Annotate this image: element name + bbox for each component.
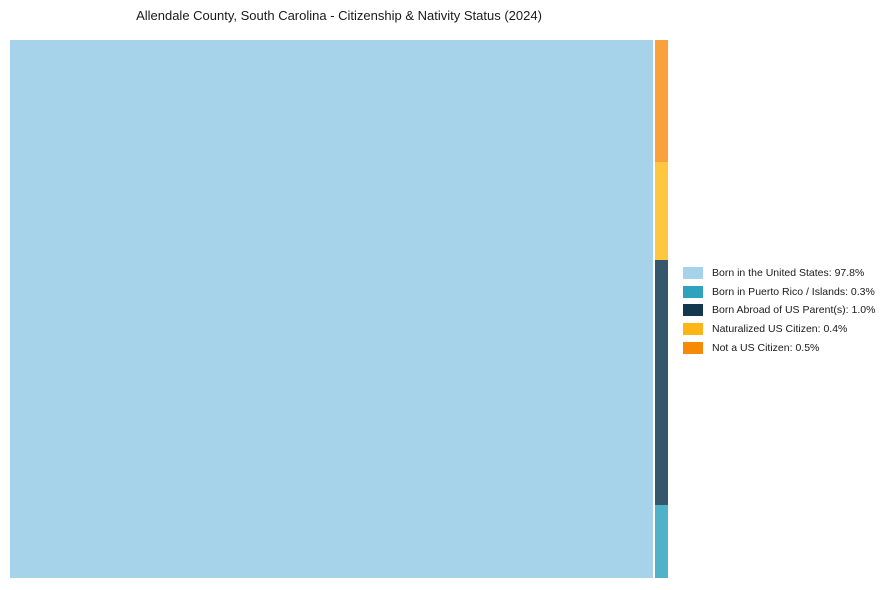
chart-title: Allendale County, South Carolina - Citiz…	[136, 8, 542, 23]
legend-item-naturalized-us-citizen[interactable]: Naturalized US Citizen: 0.4%	[683, 323, 875, 336]
legend-label: Born in the United States: 97.8%	[712, 267, 865, 280]
legend-item-not-a-us-citizen[interactable]: Not a US Citizen: 0.5%	[683, 341, 875, 354]
legend-label: Not a US Citizen: 0.5%	[712, 341, 820, 354]
treemap-strip	[655, 40, 668, 578]
legend: Born in the United States: 97.8% Born in …	[683, 267, 875, 354]
treemap-tile-born-in-the-united-states[interactable]	[10, 40, 653, 578]
legend-swatch	[683, 341, 703, 354]
legend-item-born-abroad-of-us-parent-s[interactable]: Born Abroad of US Parent(s): 1.0%	[683, 304, 875, 317]
legend-item-born-in-the-united-states[interactable]: Born in the United States: 97.8%	[683, 267, 875, 280]
treemap-tile-born-abroad-of-us-parent-s[interactable]	[655, 260, 668, 505]
plot-area	[10, 40, 668, 578]
treemap-tile-born-in-puerto-rico-islands[interactable]	[655, 504, 668, 578]
legend-label: Naturalized US Citizen: 0.4%	[712, 323, 848, 336]
legend-label: Born Abroad of US Parent(s): 1.0%	[712, 304, 876, 317]
legend-swatch	[683, 323, 703, 336]
legend-item-born-in-puerto-rico-islands[interactable]: Born in Puerto Rico / Islands: 0.3%	[683, 285, 875, 299]
legend-swatch	[683, 267, 703, 280]
legend-swatch	[683, 285, 703, 298]
treemap-tile-not-a-us-citizen[interactable]	[655, 40, 668, 163]
legend-swatch	[683, 304, 703, 317]
legend-label: Born in Puerto Rico / Islands: 0.3%	[712, 285, 875, 298]
treemap-tile-naturalized-us-citizen[interactable]	[655, 162, 668, 261]
